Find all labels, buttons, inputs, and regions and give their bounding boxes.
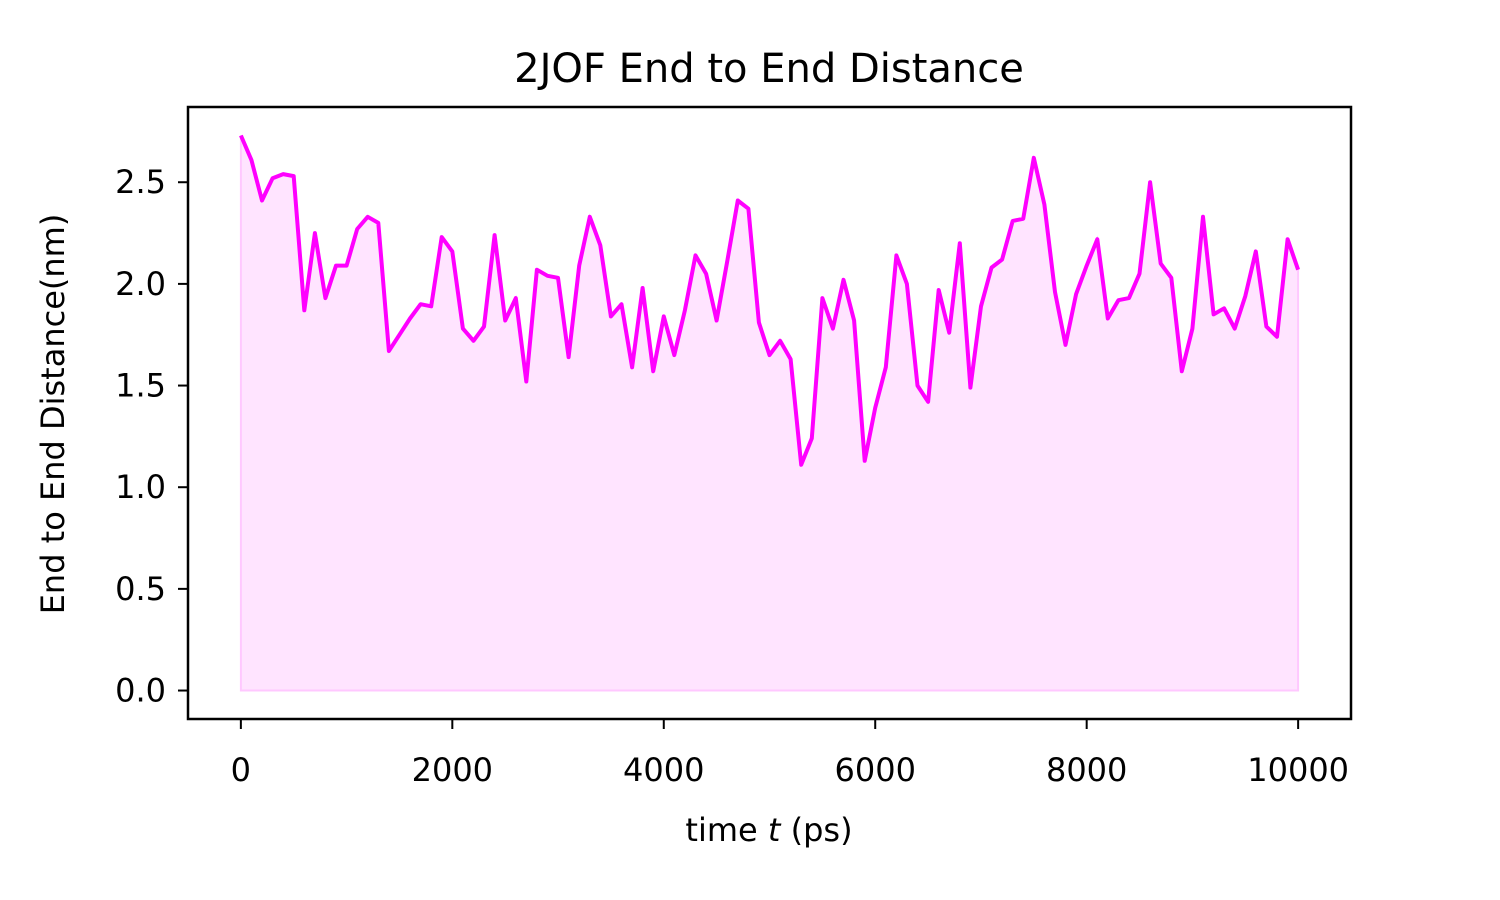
y-axis-label: End to End Distance(nm) (34, 214, 72, 615)
y-axis-ticks: 0.0 0.5 1.0 1.5 2.0 2.5 (115, 163, 188, 710)
x-tick-label: 0 (231, 751, 251, 789)
x-tick-label: 10000 (1247, 751, 1349, 789)
x-tick-label: 4000 (623, 751, 704, 789)
y-tick-label: 0.5 (115, 570, 166, 608)
plot-area (239, 134, 1300, 692)
axes-frame (186, 105, 1353, 721)
y-tick-label: 1.5 (115, 367, 166, 405)
chart-title: 2JOF End to End Distance (514, 46, 1024, 92)
x-tick-label: 2000 (412, 751, 493, 789)
x-tick-label: 6000 (835, 751, 916, 789)
y-tick-label: 1.0 (115, 468, 166, 506)
area-fill (239, 135, 1300, 692)
x-axis-ticks: 0 2000 4000 6000 8000 10000 (231, 719, 1349, 789)
x-axis-label: time t (ps) (685, 811, 852, 849)
x-tick-label: 8000 (1046, 751, 1127, 789)
y-tick-label: 2.5 (115, 163, 166, 201)
data-line (239, 134, 1300, 467)
y-tick-label: 2.0 (115, 265, 166, 303)
y-tick-label: 0.0 (115, 672, 166, 710)
